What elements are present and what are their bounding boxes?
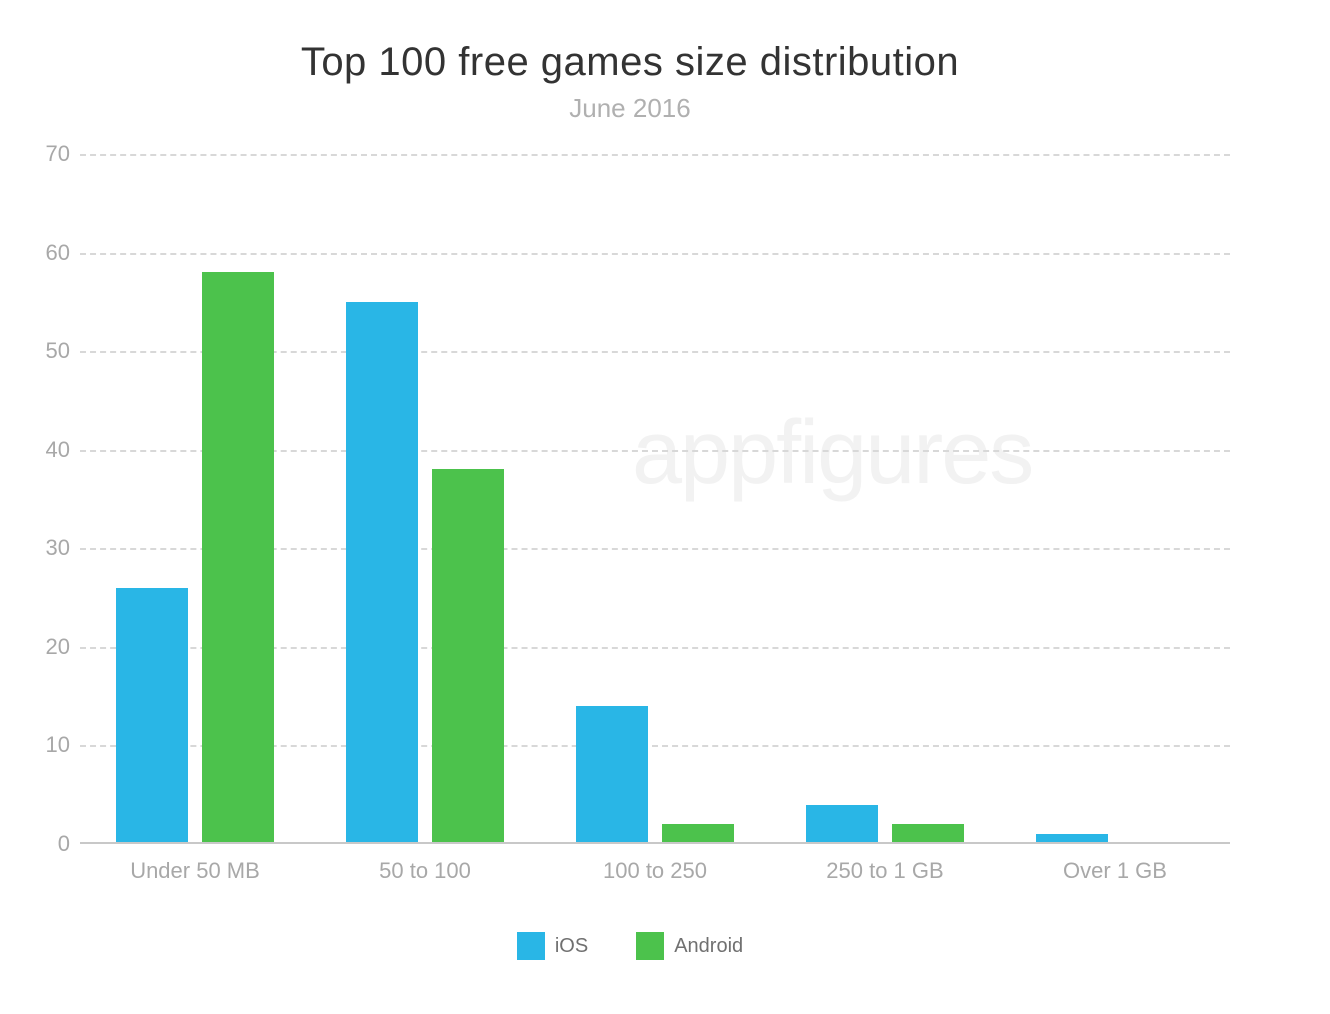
y-tick-label: 60: [25, 240, 70, 266]
category-group: [80, 272, 310, 844]
y-tick-label: 10: [25, 732, 70, 758]
bars-layer: [80, 154, 1230, 844]
category-group: [540, 706, 770, 844]
legend-item: Android: [636, 932, 743, 960]
bar: [432, 469, 504, 844]
legend-item: iOS: [517, 932, 588, 960]
y-tick-label: 50: [25, 338, 70, 364]
bar: [202, 272, 274, 844]
y-tick-label: 0: [25, 831, 70, 857]
bar: [116, 588, 188, 844]
y-tick-label: 20: [25, 634, 70, 660]
legend-label: iOS: [555, 935, 588, 958]
chart-subtitle: June 2016: [0, 93, 1260, 124]
chart-container: Top 100 free games size distribution Jun…: [0, 0, 1260, 980]
bar: [576, 706, 648, 844]
category-group: [310, 302, 540, 844]
baseline: [80, 842, 1230, 844]
plot-area: appfigures 010203040506070: [80, 154, 1230, 844]
x-tick-label: Over 1 GB: [1000, 858, 1230, 884]
x-tick-label: 250 to 1 GB: [770, 858, 1000, 884]
bar: [346, 302, 418, 844]
bar: [806, 805, 878, 844]
y-tick-label: 70: [25, 141, 70, 167]
y-tick-label: 40: [25, 437, 70, 463]
x-axis-labels: Under 50 MB50 to 100100 to 250250 to 1 G…: [80, 858, 1230, 884]
legend-label: Android: [674, 935, 743, 958]
category-group: [770, 805, 1000, 844]
legend-swatch: [636, 932, 664, 960]
legend-swatch: [517, 932, 545, 960]
legend: iOS Android: [0, 932, 1260, 960]
x-tick-label: Under 50 MB: [80, 858, 310, 884]
chart-title: Top 100 free games size distribution: [0, 40, 1260, 85]
x-tick-label: 50 to 100: [310, 858, 540, 884]
x-tick-label: 100 to 250: [540, 858, 770, 884]
y-tick-label: 30: [25, 535, 70, 561]
